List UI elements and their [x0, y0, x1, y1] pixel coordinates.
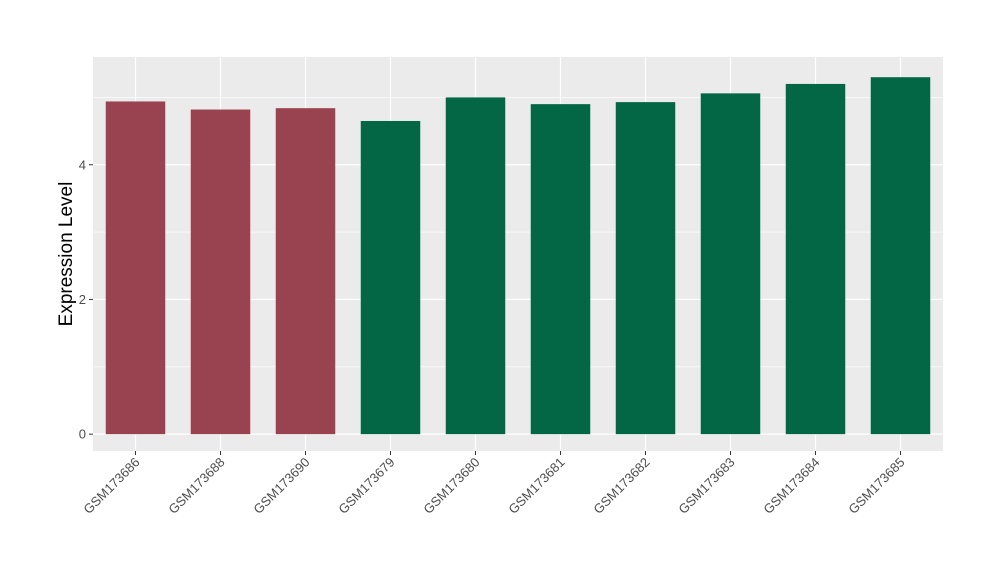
bar-GSM173681 [530, 104, 591, 435]
bar-GSM173683 [700, 93, 761, 435]
x-tick-label: GSM173683 [675, 455, 737, 517]
bar-GSM173685 [870, 77, 931, 435]
x-tick-label: GSM173688 [165, 455, 227, 517]
y-tick-label: 0 [79, 427, 86, 442]
x-tick-label: GSM173686 [80, 455, 142, 517]
bar-GSM173680 [445, 97, 506, 435]
bar-GSM173682 [615, 102, 676, 435]
bar-GSM173679 [360, 120, 421, 435]
y-axis-title: Expression Level [56, 182, 77, 327]
bar-GSM173690 [275, 108, 336, 435]
x-tick-label: GSM173681 [505, 455, 567, 517]
x-tick-label: GSM173682 [590, 455, 652, 517]
x-tick-label: GSM173680 [420, 455, 482, 517]
y-tick-label: 2 [79, 292, 86, 307]
x-tick-label: GSM173679 [335, 455, 397, 517]
x-tick-label: GSM173685 [845, 455, 907, 517]
bar-GSM173688 [190, 109, 251, 435]
bars [105, 77, 931, 435]
bar-GSM173684 [785, 83, 846, 435]
y-tick-label: 4 [79, 157, 86, 172]
x-axis: GSM173686 GSM173688 GSM173690 GSM173679 GSM1… [80, 451, 908, 517]
x-tick-label: GSM173690 [250, 455, 312, 517]
bar-GSM173686 [105, 101, 166, 435]
x-tick-label: GSM173684 [760, 455, 822, 517]
y-axis: 0 2 4 [79, 157, 93, 442]
